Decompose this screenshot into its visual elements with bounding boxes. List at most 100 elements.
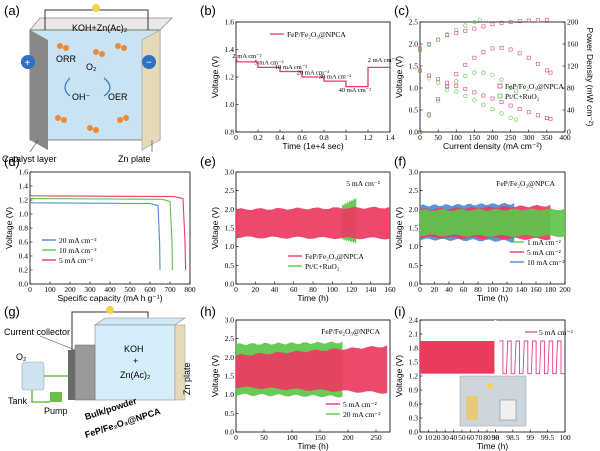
data-point	[481, 102, 486, 107]
x-tick-label: 10	[425, 433, 433, 442]
series-band	[236, 206, 390, 240]
legend-label: 5 mA cm⁻²	[539, 328, 573, 337]
x-tick-label: 300	[84, 285, 96, 294]
series-line	[235, 56, 390, 88]
y-tick-label: 1.6	[225, 18, 235, 27]
y-tick-label: 0.0	[409, 128, 419, 137]
negative-terminal-icon	[142, 55, 156, 69]
data-point	[436, 37, 441, 42]
data-point	[544, 116, 549, 120]
data-point	[426, 113, 432, 118]
x-tick-label: 140	[516, 285, 528, 294]
x-tick-label: 0	[28, 285, 32, 294]
koh-label: KOH	[124, 344, 144, 354]
positive-terminal-icon	[21, 55, 35, 69]
data-point	[426, 42, 432, 47]
collector-pointer	[39, 335, 76, 351]
panel-a: (a) + − KOH+Zn(Ac)₂ O₂ ORR OER OH⁻ Catal…	[2, 3, 173, 164]
x-tick-label: 0	[234, 133, 238, 142]
flow-line	[31, 390, 50, 403]
x-axis-label: Time (h)	[297, 293, 328, 303]
chart-c: 0 50 100 150 200 250 300 350 4000.00.51.01.52.02…	[394, 18, 595, 152]
series-band	[420, 341, 496, 374]
data-point	[481, 24, 486, 29]
tank-label: Tank	[8, 396, 28, 406]
x-tick-label: 98.5	[506, 433, 519, 442]
y-tick-label: 0.5	[225, 261, 235, 270]
x-tick-label: 400	[104, 285, 116, 294]
x-tick-label: 350	[541, 133, 553, 142]
catalyst-layer-label: Catalyst layer	[2, 154, 57, 164]
x-tick-label: 800	[184, 285, 196, 294]
step-annotation: 5 mA cm⁻²	[254, 60, 283, 67]
znac-label: Zn(Ac)₂	[120, 370, 151, 380]
y-tick-label: 0.9	[409, 386, 419, 395]
y-tick-label: 1.0	[19, 210, 29, 219]
series-band	[236, 345, 388, 394]
data-point	[436, 80, 441, 85]
x-tick-label: 200	[559, 285, 571, 294]
legend-label: 5 mA cm⁻²	[59, 256, 93, 265]
data-point	[481, 50, 486, 55]
x-tick-label: 98	[492, 433, 500, 442]
y-tick-label: 1.2	[19, 196, 29, 205]
x-tick-label: 150	[314, 433, 326, 442]
data-point	[463, 86, 468, 91]
y-axis-label: Voltage (V)	[210, 207, 220, 249]
data-point	[513, 117, 519, 122]
zn-plate-shape	[141, 29, 161, 151]
legend-label: 20 mA cm⁻²	[343, 410, 381, 419]
x-tick-label: 40	[450, 433, 458, 442]
data-point	[454, 31, 459, 35]
legend-label: FeP/Fe₂O₃@NPCA	[305, 252, 364, 261]
data-point	[436, 77, 441, 82]
data-point	[535, 113, 540, 118]
data-point	[445, 83, 450, 88]
y-tick-label: 2.5	[225, 334, 235, 343]
data-point	[477, 17, 482, 22]
data-point	[508, 47, 513, 52]
data-point	[508, 20, 513, 24]
x-tick-label: 180	[545, 285, 557, 294]
y-tick-label: 0.5	[409, 106, 419, 115]
x-tick-label: 250	[370, 433, 382, 442]
panel-g-label: (g)	[4, 304, 20, 319]
x-tick-label: 300	[523, 133, 535, 142]
data-point	[417, 129, 423, 135]
panel-a-label: (a)	[4, 3, 20, 18]
y-tick-label: 0.8	[19, 224, 29, 233]
step-annotation: 2 mA cm⁻²	[232, 53, 261, 60]
data-point	[544, 17, 549, 22]
legend-label: 20 mA cm⁻²	[59, 236, 97, 245]
data-point	[490, 22, 495, 27]
data-point	[472, 26, 477, 31]
y-axis-label: Voltage (V)	[394, 355, 404, 397]
legend-label: 10 mA cm⁻²	[59, 246, 97, 255]
cell-body-g	[94, 324, 176, 401]
x-tick-label: 400	[559, 133, 571, 142]
x-tick-label: 160	[530, 285, 542, 294]
x-axis-label: Time (h)	[477, 441, 508, 451]
y-tick-label: 2.4	[409, 316, 419, 325]
x-tick-label: 0	[234, 433, 238, 442]
catalyst-plate	[30, 30, 48, 150]
x-tick-label: 50	[458, 433, 466, 442]
x-tick-label: 140	[365, 285, 377, 294]
data-point	[508, 85, 513, 91]
x-tick-label: 20	[252, 285, 260, 294]
chart-note: FeP/Fe₂O₃@NPCA	[496, 179, 555, 188]
y2-tick-label: 40	[567, 106, 575, 115]
x-tick-label: 600	[144, 285, 156, 294]
x-tick-label: 0.2	[253, 133, 263, 142]
data-point	[454, 27, 459, 33]
y-tick-label: 0.0	[409, 280, 419, 289]
data-point	[499, 100, 504, 104]
chart-f: 0 20 40 60 80 100 120 140 160 180 200 0.0 0.5 1.0 1.5 2…	[394, 168, 571, 304]
y-axis-label: Voltage (V)	[210, 56, 220, 98]
series-band	[420, 208, 565, 238]
cell-top-g	[94, 317, 186, 326]
data-point	[463, 23, 468, 28]
y-tick-label: 1.2	[409, 372, 419, 381]
x-tick-label: 100	[286, 433, 298, 442]
y-tick-label: 1.4	[19, 182, 29, 191]
